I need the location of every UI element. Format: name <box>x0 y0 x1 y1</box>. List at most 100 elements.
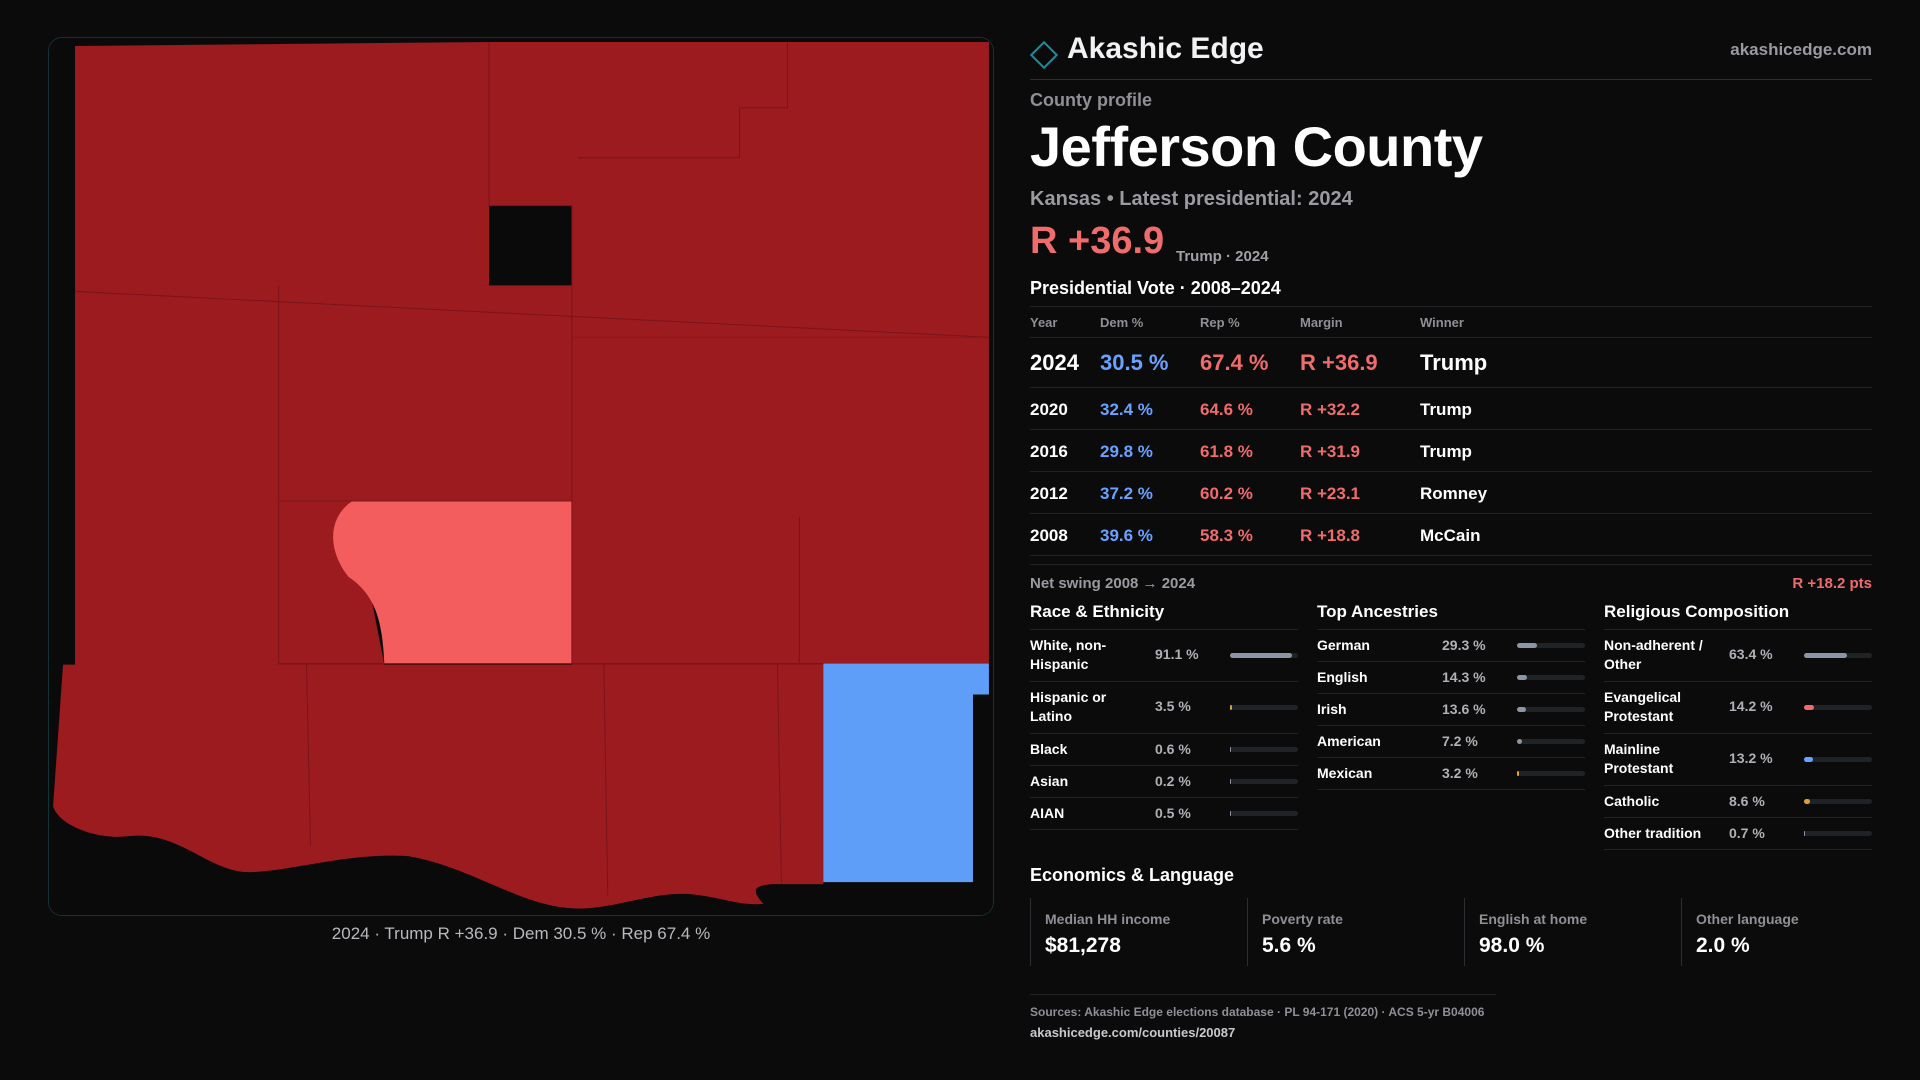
item-bar <box>1804 653 1872 658</box>
list-item: AIAN 0.5 % <box>1030 798 1298 830</box>
site-link[interactable]: akashicedge.com <box>1730 40 1872 59</box>
item-pct: 13.6 % <box>1442 701 1486 717</box>
item-pct: 3.5 % <box>1155 698 1191 714</box>
headline-margin-note: Trump · 2024 <box>1176 248 1269 265</box>
economics-stats: Median HH income $81,278 Poverty rate 5.… <box>1030 898 1872 966</box>
row-winner: Trump <box>1420 350 1488 375</box>
precinct-north-west[interactable] <box>75 41 490 292</box>
eyebrow: County profile <box>1030 90 1152 110</box>
item-pct: 13.2 % <box>1729 750 1773 766</box>
item-pct: 8.6 % <box>1729 793 1765 809</box>
row-margin: R +18.8 <box>1300 526 1361 545</box>
brand-name[interactable]: Akashic Edge <box>1067 32 1264 65</box>
header-year: Year <box>1030 315 1058 330</box>
table-row: 2008 39.6 % 58.3 % R +18.8 McCain <box>1030 514 1872 556</box>
row-rep: 64.6 % <box>1200 400 1253 419</box>
item-label: Mexican <box>1317 765 1373 781</box>
diamond-logo-icon <box>1029 40 1059 70</box>
table-row: 2012 37.2 % 60.2 % R +23.1 Romney <box>1030 472 1872 514</box>
sources: Sources: Akashic Edge elections database… <box>1030 994 1496 1040</box>
precinct-north-east[interactable] <box>489 41 989 338</box>
vote-table: Year Dem % Rep % Margin Winner 2024 30.5… <box>1030 306 1872 556</box>
county-map-svg <box>49 38 993 915</box>
item-pct: 29.3 % <box>1442 637 1486 653</box>
item-pct: 0.7 % <box>1729 825 1765 841</box>
list-item: Non-adherent / Other 63.4 % <box>1604 630 1872 682</box>
ancestry-section: Top Ancestries German 29.3 % English 14.… <box>1317 602 1585 790</box>
item-label: AIAN <box>1030 805 1065 821</box>
list-item: Mexican 3.2 % <box>1317 758 1585 790</box>
list-item: Irish 13.6 % <box>1317 694 1585 726</box>
item-bar-fill <box>1517 739 1522 744</box>
table-row: 2024 30.5 % 67.4 % R +36.9 Trump <box>1030 338 1872 388</box>
county-map[interactable] <box>48 37 994 916</box>
item-bar <box>1804 705 1872 710</box>
list-item: German 29.3 % <box>1317 630 1585 662</box>
list-item: Hispanic or Latino 3.5 % <box>1030 682 1298 734</box>
item-bar <box>1804 757 1872 762</box>
item-label: Catholic <box>1604 793 1660 809</box>
item-label: German <box>1317 637 1370 653</box>
page-title: Jefferson County <box>1030 115 1483 178</box>
item-bar-fill <box>1804 799 1810 804</box>
list-item: Asian 0.2 % <box>1030 766 1298 798</box>
race-title: Race & Ethnicity <box>1030 602 1298 630</box>
row-year: 2020 <box>1030 400 1068 419</box>
vote-section-title: Presidential Vote · 2008–2024 <box>1030 278 1281 298</box>
item-bar <box>1230 653 1298 658</box>
item-label: Black <box>1030 741 1068 757</box>
header-winner: Winner <box>1420 315 1464 330</box>
item-bar <box>1517 739 1585 744</box>
item-pct: 0.6 % <box>1155 741 1191 757</box>
stat-value: 5.6 % <box>1262 934 1316 957</box>
precinct-west[interactable] <box>75 285 279 667</box>
religion-section: Religious Composition Non-adherent / Oth… <box>1604 602 1872 850</box>
item-bar <box>1804 831 1872 836</box>
item-bar <box>1230 811 1298 816</box>
item-bar-fill <box>1230 811 1232 816</box>
item-label: English <box>1317 669 1368 685</box>
item-pct: 7.2 % <box>1442 733 1478 749</box>
county-url-link[interactable]: akashicedge.com/counties/20087 <box>1030 1025 1236 1040</box>
precinct-dem[interactable] <box>823 663 989 883</box>
item-label: Irish <box>1317 701 1347 717</box>
item-bar-fill <box>1804 705 1814 710</box>
item-bar-fill <box>1517 771 1520 776</box>
item-pct: 14.3 % <box>1442 669 1486 685</box>
precinct-east[interactable] <box>571 337 989 665</box>
item-pct: 63.4 % <box>1729 646 1773 662</box>
row-rep: 58.3 % <box>1200 526 1253 545</box>
item-label: American <box>1317 733 1381 749</box>
item-pct: 0.5 % <box>1155 805 1191 821</box>
item-bar-fill <box>1230 705 1233 710</box>
map-caption: 2024 · Trump R +36.9 · Dem 30.5 % · Rep … <box>331 924 711 943</box>
stat-value: 98.0 % <box>1479 934 1545 957</box>
precinct-south[interactable] <box>53 664 824 909</box>
row-year: 2016 <box>1030 442 1068 461</box>
precinct-central-north[interactable] <box>278 285 572 501</box>
subtitle: Kansas • Latest presidential: 2024 <box>1030 188 1353 210</box>
table-row: 2020 32.4 % 64.6 % R +32.2 Trump <box>1030 388 1872 430</box>
row-margin: R +23.1 <box>1300 484 1361 503</box>
item-label: White, non-Hispanic <box>1030 637 1107 672</box>
economics-title: Economics & Language <box>1030 865 1235 885</box>
list-item: White, non-Hispanic 91.1 % <box>1030 630 1298 682</box>
item-pct: 0.2 % <box>1155 773 1191 789</box>
row-winner: Trump <box>1420 400 1472 419</box>
sources-line: Sources: Akashic Edge elections database… <box>1030 1005 1485 1019</box>
row-margin: R +32.2 <box>1300 400 1361 419</box>
row-dem: 29.8 % <box>1100 442 1153 461</box>
row-rep: 67.4 % <box>1200 350 1269 375</box>
row-dem: 37.2 % <box>1100 484 1153 503</box>
item-bar-fill <box>1230 779 1232 784</box>
item-bar <box>1517 675 1585 680</box>
precinct-lean-rep[interactable] <box>333 500 572 664</box>
item-bar-fill <box>1517 643 1537 648</box>
list-item: Black 0.6 % <box>1030 734 1298 766</box>
stat-english-at-home: English at home 98.0 % <box>1464 898 1664 966</box>
item-label: Other tradition <box>1604 825 1702 841</box>
headline-margin: R +36.9 <box>1030 220 1165 262</box>
row-year: 2024 <box>1030 350 1079 375</box>
item-bar-fill <box>1230 747 1232 752</box>
item-bar-fill <box>1230 653 1292 658</box>
